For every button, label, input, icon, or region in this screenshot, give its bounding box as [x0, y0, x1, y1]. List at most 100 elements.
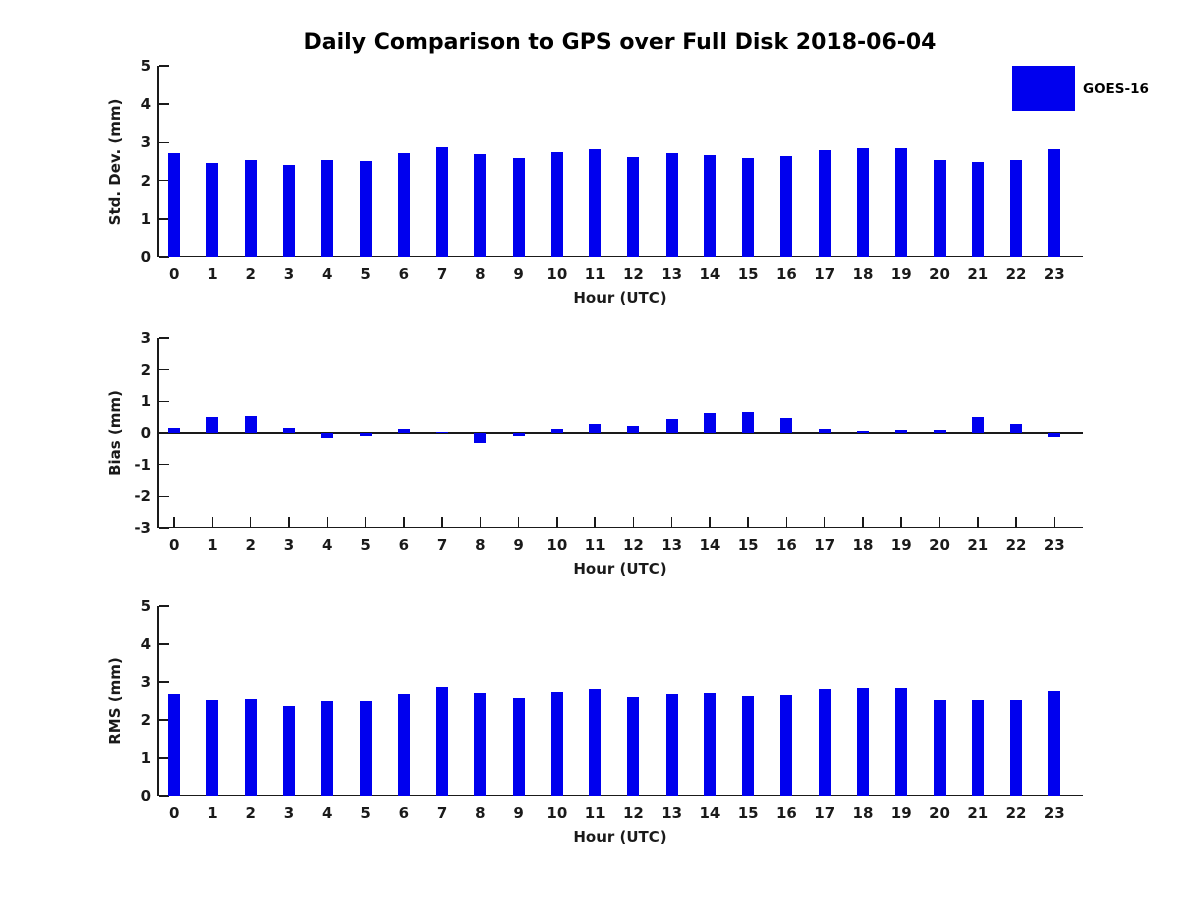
y-tick [158, 495, 169, 498]
x-tick [1015, 516, 1017, 527]
x-tick [211, 516, 214, 527]
bar-hour-16 [780, 156, 793, 257]
bar-hour-4 [321, 701, 334, 796]
x-tick-label: 4 [322, 265, 333, 283]
bar-hour-0 [168, 427, 181, 433]
y-tick [158, 103, 169, 105]
y-tick-label: 0 [140, 424, 151, 442]
x-tick-label: 2 [245, 536, 256, 554]
bar-hour-6 [397, 693, 410, 796]
bar-hour-5 [359, 701, 372, 796]
x-tick-label: 23 [1043, 804, 1065, 822]
legend-label-goes16: GOES-16 [1083, 80, 1149, 97]
y-tick-label: -2 [134, 487, 151, 506]
y-tick-label: 2 [140, 360, 151, 379]
page-title: Daily Comparison to GPS over Full Disk 2… [303, 30, 937, 55]
bar-hour-12 [627, 426, 640, 433]
y-tick [158, 463, 169, 466]
x-tick-label: 11 [584, 265, 606, 283]
x-tick-label: 2 [245, 265, 256, 283]
y-tick [158, 218, 169, 220]
bar-hour-10 [550, 691, 563, 796]
x-tick-label: 7 [436, 804, 448, 822]
bar-hour-15 [742, 158, 755, 257]
y-tick-label: 0 [140, 787, 151, 805]
bar-hour-0 [168, 153, 181, 257]
bar-hour-3 [283, 165, 295, 257]
bar-hour-3 [283, 427, 295, 433]
x-tick-label: 20 [929, 265, 950, 283]
bar-hour-19 [895, 148, 908, 257]
x-tick [441, 516, 443, 527]
bar-hour-16 [780, 417, 793, 433]
bar-hour-15 [742, 412, 755, 433]
x-tick-label: 22 [1005, 265, 1027, 283]
x-tick-label: 16 [776, 265, 797, 283]
x-tick-label: 10 [546, 804, 568, 822]
x-tick-label: 0 [169, 536, 180, 554]
x-tick-label: 0 [169, 804, 180, 822]
bar-hour-18 [856, 147, 869, 257]
y-tick-label: 5 [140, 597, 151, 615]
bar-hour-2 [244, 416, 257, 433]
x-tick [977, 516, 979, 527]
x-tick-label: 8 [475, 804, 486, 822]
bar-hour-7 [436, 686, 449, 796]
x-axis-spine [157, 526, 1083, 528]
y-tick [158, 643, 169, 645]
bar-hour-3 [283, 705, 295, 796]
x-tick-label: 15 [737, 804, 759, 822]
y-tick-label: 2 [140, 711, 151, 729]
bar-hour-18 [856, 688, 869, 796]
bar-hour-1 [206, 417, 219, 433]
x-tick-label: 20 [929, 804, 950, 822]
bar-hour-23 [1048, 149, 1061, 257]
y-tick [158, 179, 169, 182]
x-tick-label: 5 [360, 265, 371, 283]
x-tick-label: 15 [737, 265, 759, 283]
x-tick-label: 10 [546, 265, 568, 283]
y-tick-label: 3 [140, 329, 151, 347]
x-tick-label: 7 [436, 536, 448, 554]
bar-hour-13 [665, 153, 678, 257]
x-tick-label: 8 [475, 536, 486, 554]
bar-hour-23 [1048, 690, 1061, 796]
x-tick-label: 11 [584, 804, 606, 822]
x-tick [785, 516, 788, 527]
y-tick-label: 5 [140, 57, 151, 75]
x-tick-label: 15 [737, 536, 759, 554]
plot-area-rms: 0 1 2 3 4 5 0 1 2 3 4 5 6 7 8 9 10 11 12 13 14 15 16 17 18 19 20 21… [141, 597, 1083, 822]
x-tick-label: 1 [207, 265, 218, 283]
bar-hour-6 [397, 429, 410, 433]
x-tick-label: 3 [283, 536, 295, 554]
bar-hour-8 [474, 433, 487, 444]
bar-hour-11 [589, 688, 602, 796]
x-tick-label: 11 [584, 536, 606, 554]
bar-hour-5 [359, 433, 372, 436]
x-tick [479, 516, 482, 527]
zero-line [157, 432, 1083, 434]
x-tick-label: 16 [776, 804, 797, 822]
y-axis-spine [157, 66, 159, 257]
y-tick-label: 4 [140, 95, 151, 114]
bar-hour-20 [933, 159, 946, 257]
bar-hour-11 [589, 148, 602, 257]
x-tick-label: 12 [622, 265, 644, 283]
x-tick [173, 516, 175, 527]
x-tick [594, 516, 596, 527]
bar-hour-6 [397, 153, 410, 257]
bar-hour-20 [933, 430, 946, 433]
bar-hour-13 [665, 419, 678, 433]
x-tick-label: 22 [1005, 536, 1027, 554]
x-tick [670, 516, 673, 527]
y-tick [158, 795, 169, 797]
bar-hour-5 [359, 161, 372, 257]
x-tick-label: 14 [699, 804, 721, 822]
x-tick-label: 1 [207, 804, 218, 822]
bar-hour-14 [703, 155, 716, 257]
bar-hour-8 [474, 154, 487, 257]
x-tick [517, 516, 520, 527]
x-tick-label: 4 [322, 804, 333, 822]
